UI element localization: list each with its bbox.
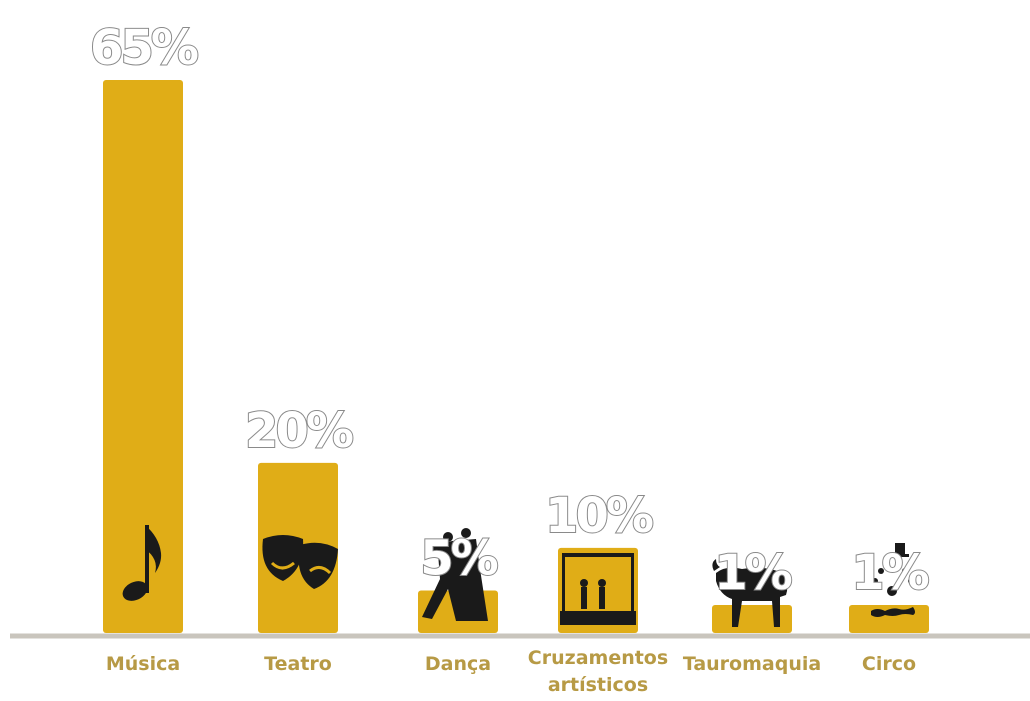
- stage-performers-icon: [560, 553, 636, 625]
- dancing-couple-icon: [422, 528, 488, 621]
- data-label: 65%: [90, 20, 198, 76]
- category-label: Cruzamentos: [528, 647, 668, 669]
- bar: [103, 80, 183, 633]
- clown-icon: [871, 543, 915, 617]
- category-label: Circo: [862, 653, 916, 675]
- data-label: 1%: [851, 545, 928, 601]
- bar: [849, 605, 929, 633]
- data-label: 5%: [420, 530, 497, 586]
- category-label: Teatro: [264, 653, 332, 675]
- data-label: 20%: [245, 403, 353, 459]
- category-label: artísticos: [548, 674, 648, 696]
- music-note-icon: [122, 525, 162, 601]
- data-label: 1%: [714, 545, 791, 601]
- category-label: Tauromaquia: [683, 653, 821, 675]
- bull-icon: [712, 559, 788, 627]
- theater-masks-icon: [262, 535, 338, 589]
- category-label: Dança: [425, 653, 491, 675]
- category-label: Música: [106, 653, 180, 675]
- data-label: 10%: [545, 488, 653, 544]
